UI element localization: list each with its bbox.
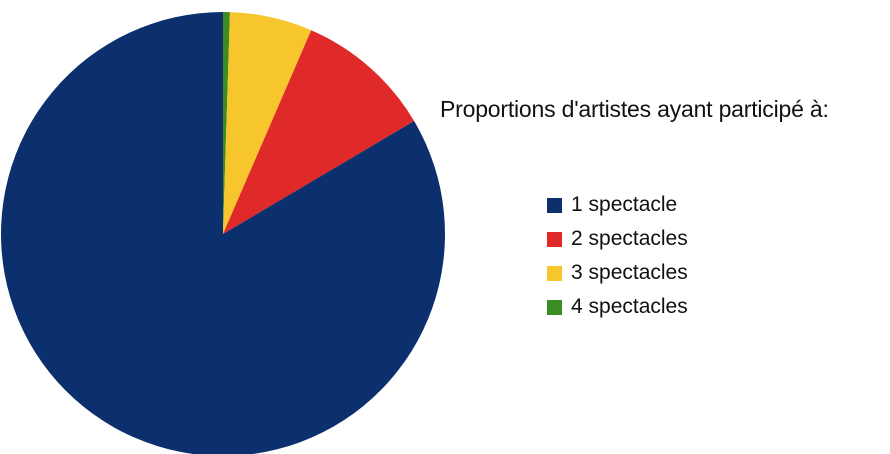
pie-slice-4-spectacles bbox=[223, 12, 230, 234]
legend-label: 2 spectacles bbox=[571, 227, 688, 250]
legend-title: Proportions d'artistes ayant participé à… bbox=[440, 96, 829, 122]
legend-label: 1 spectacle bbox=[571, 193, 678, 216]
legend-swatch bbox=[547, 265, 562, 281]
legend: 1 spectacle 2 spectacles 3 spectacles 4 … bbox=[547, 188, 688, 324]
legend-item-3-spectacles: 3 spectacles bbox=[547, 256, 688, 290]
legend-swatch bbox=[547, 299, 562, 315]
legend-label: 3 spectacles bbox=[571, 261, 688, 284]
legend-swatch bbox=[547, 197, 562, 213]
pie-slice-2-spectacles bbox=[223, 30, 415, 235]
legend-item-4-spectacles: 4 spectacles bbox=[547, 290, 688, 324]
legend-swatch bbox=[547, 231, 562, 247]
legend-label: 4 spectacles bbox=[571, 295, 688, 318]
legend-item-1-spectacle: 1 spectacle bbox=[547, 188, 688, 222]
pie-slice-3-spectacles bbox=[223, 12, 312, 235]
pie-slice-1-spectacle bbox=[1, 12, 445, 454]
legend-item-2-spectacles: 2 spectacles bbox=[547, 222, 688, 256]
